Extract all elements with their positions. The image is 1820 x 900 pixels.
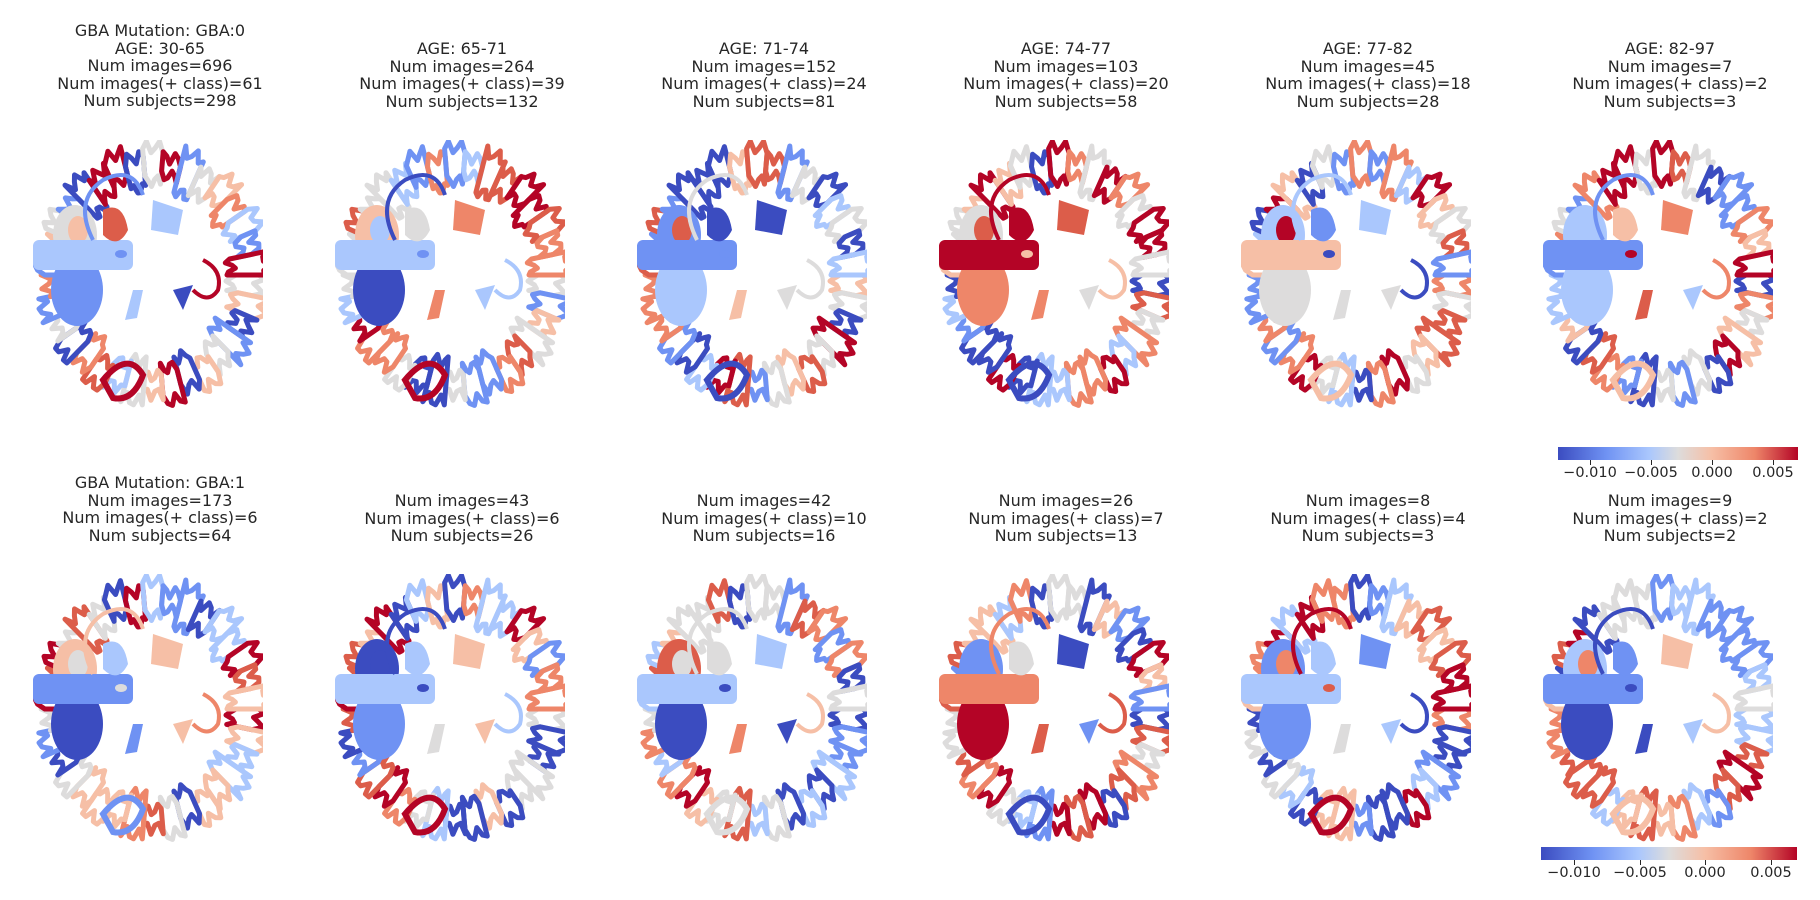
colorbar-tick: [1771, 860, 1772, 865]
brain-slice-map: [33, 574, 263, 842]
brain-slice-map: [1241, 140, 1471, 408]
brain-slice-map: [637, 140, 867, 408]
colorbar-tick: [1773, 460, 1774, 465]
panel-title: AGE: 71-74 Num images=152 Num images(+ c…: [661, 39, 867, 111]
panel-title: Num images=26 Num images(+ class)=7 Num …: [968, 491, 1164, 545]
brain-slice-map: [1241, 574, 1471, 842]
colorbar-tick: [1651, 460, 1652, 465]
colorbar-tick-label: −0.010: [1563, 465, 1617, 481]
panel-title: Num images=43 Num images(+ class)=6 Num …: [364, 491, 560, 545]
brain-slice-map: [335, 140, 565, 408]
colorbar-gradient: [1541, 847, 1797, 860]
colorbar-tick-label: −0.005: [1613, 865, 1667, 881]
colorbar-top: −0.010 −0.005 0.000 0.005: [1558, 447, 1798, 485]
panel-title: Num images=8 Num images(+ class)=4 Num s…: [1270, 491, 1466, 545]
colorbar-tick: [1705, 860, 1706, 865]
brain-slice-map: [939, 574, 1169, 842]
panel-title: AGE: 74-77 Num images=103 Num images(+ c…: [963, 39, 1169, 111]
brain-slice-map: [1543, 574, 1773, 842]
brain-slice-map: [33, 140, 263, 408]
colorbar-gradient: [1558, 447, 1798, 460]
colorbar-tick-label: −0.010: [1547, 865, 1601, 881]
panel-title: Num images=9 Num images(+ class)=2 Num s…: [1572, 491, 1768, 545]
panel-title: GBA Mutation: GBA:1 Num images=173 Num i…: [62, 473, 258, 545]
panel-title: Num images=42 Num images(+ class)=10 Num…: [661, 491, 867, 545]
brain-slice-map: [637, 574, 867, 842]
colorbar-tick: [1640, 860, 1641, 865]
panel-title: AGE: 65-71 Num images=264 Num images(+ c…: [359, 39, 565, 111]
colorbar-bottom: −0.010 −0.005 0.000 0.005: [1541, 847, 1797, 885]
panel-title: AGE: 77-82 Num images=45 Num images(+ cl…: [1265, 39, 1471, 111]
brain-slice-map: [335, 574, 565, 842]
colorbar-tick: [1712, 460, 1713, 465]
panel-title: AGE: 82-97 Num images=7 Num images(+ cla…: [1572, 39, 1768, 111]
brain-slice-map: [1543, 140, 1773, 408]
colorbar-tick-label: 0.005: [1752, 465, 1794, 481]
colorbar-tick: [1590, 460, 1591, 465]
colorbar-tick-label: −0.005: [1624, 465, 1678, 481]
colorbar-tick-label: 0.000: [1691, 465, 1733, 481]
panel-title: GBA Mutation: GBA:0 AGE: 30-65 Num image…: [57, 21, 263, 110]
colorbar-tick-label: 0.000: [1684, 865, 1726, 881]
colorbar-tick: [1574, 860, 1575, 865]
colorbar-tick-label: 0.005: [1750, 865, 1792, 881]
brain-slice-map: [939, 140, 1169, 408]
